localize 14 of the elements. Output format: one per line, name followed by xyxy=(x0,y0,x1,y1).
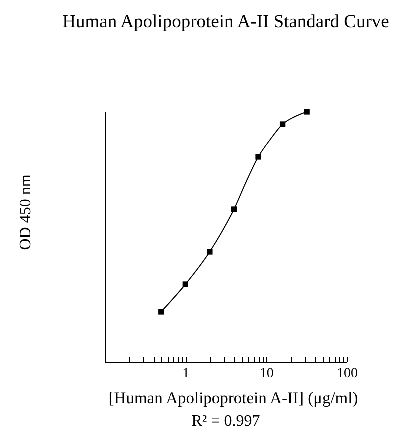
point xyxy=(158,309,164,315)
point xyxy=(182,282,188,288)
point xyxy=(207,249,213,255)
point xyxy=(280,122,286,128)
point xyxy=(304,109,310,115)
point xyxy=(231,206,238,212)
x-axis-title: [Human Apolipoprotein A-II] (μg/ml) xyxy=(108,388,358,408)
chart-title: Human Apolipoprotein A-II Standard Curve xyxy=(62,12,390,33)
x-tick-label: 100 xyxy=(337,366,358,382)
point xyxy=(256,154,262,160)
x-tick-label: 10 xyxy=(260,366,274,382)
text: R² = 0.997 xyxy=(192,413,260,430)
x-tick-label: 1 xyxy=(182,366,190,382)
y-axis-title: OD 450 nm xyxy=(18,174,34,250)
